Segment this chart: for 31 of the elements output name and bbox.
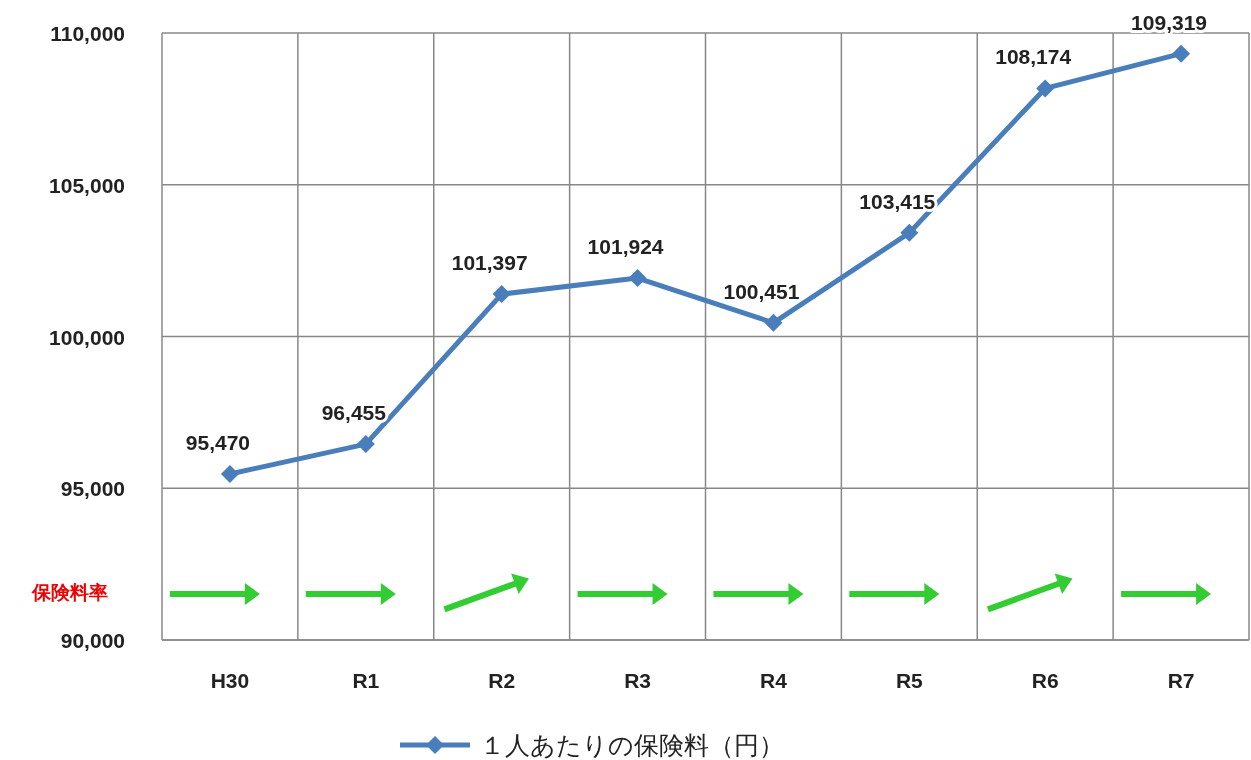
y-tick-label: 105,000 [49,173,125,197]
point [764,313,783,332]
point [628,269,647,288]
y-tick-label: 110,000 [50,22,125,45]
data-label: 96,455 [321,401,387,425]
point [1172,44,1191,63]
point [220,464,239,483]
y-tick-label: 90,000 [60,629,125,652]
x-tick-label: R1 [352,669,380,692]
x-tick-label: R6 [1031,669,1059,692]
legend-label: １人あたりの保険料（円） [480,731,784,759]
x-tick-label: R7 [1167,669,1195,692]
x-tick-label: H30 [210,669,250,692]
data-label: 101,924 [587,235,664,259]
point [356,435,375,454]
point [492,285,511,304]
data-label: 109,319 [1131,10,1208,34]
y-tick-label: 100,000 [49,325,125,349]
x-tick-label: R5 [895,669,924,692]
data-label: 103,415 [859,189,936,213]
point [900,223,919,242]
text: 保険料率 [31,582,108,603]
y-tick-label: 95,000 [60,477,125,501]
x-tick-label: R2 [488,669,516,692]
data-label: 101,397 [451,251,528,275]
data-label: 95,470 [185,430,251,454]
data-label: 100,451 [723,279,800,303]
x-tick-label: R4 [760,669,788,692]
point [1036,79,1055,98]
x-tick-label: R3 [624,669,651,692]
data-label: 108,174 [995,45,1072,69]
